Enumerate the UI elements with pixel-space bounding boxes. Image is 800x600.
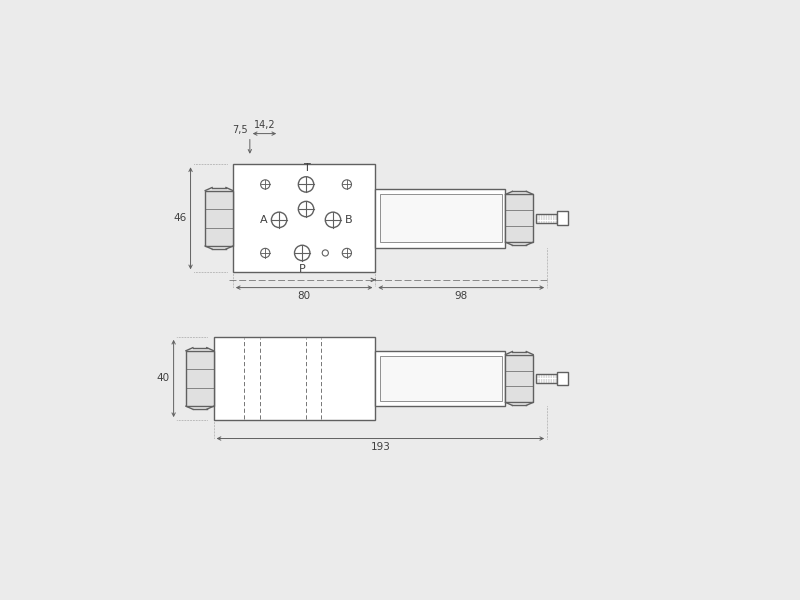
Circle shape [326,212,341,227]
Circle shape [271,212,287,227]
Text: 14,2: 14,2 [254,120,275,130]
Text: 193: 193 [370,442,390,452]
Circle shape [342,180,351,189]
Text: A: A [260,215,267,225]
Bar [535,374,557,383]
Circle shape [298,177,314,192]
Circle shape [342,248,351,257]
Text: B: B [345,215,352,225]
Text: 98: 98 [454,292,468,301]
Circle shape [294,245,310,260]
Bar [535,214,557,223]
Circle shape [261,180,270,189]
Bar [186,351,214,406]
Bar [506,194,534,242]
Text: 80: 80 [298,292,310,301]
Bar [380,194,502,242]
Text: 46: 46 [174,213,186,223]
Bar [380,356,502,401]
Bar [233,164,375,272]
Text: P: P [299,265,306,275]
Circle shape [322,250,328,256]
Bar [205,191,233,246]
Text: 40: 40 [157,373,170,383]
Bar [214,337,375,420]
Bar [375,189,505,248]
Circle shape [261,248,270,257]
Bar [506,355,534,403]
Bar [557,371,568,385]
Bar [375,351,505,406]
Text: T: T [304,163,311,173]
Bar [557,211,568,225]
Text: 7,5: 7,5 [232,125,247,135]
Circle shape [298,202,314,217]
